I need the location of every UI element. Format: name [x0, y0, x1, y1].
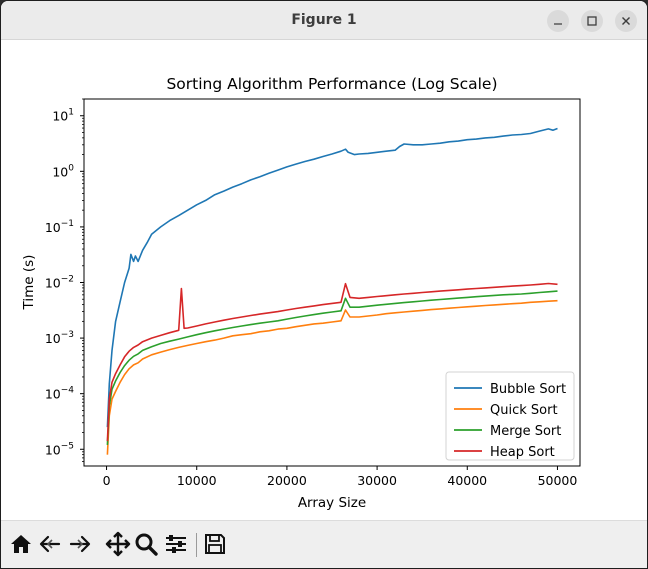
pan-icon	[105, 531, 131, 557]
plot-lines	[106, 127, 558, 455]
close-icon	[622, 17, 630, 25]
configure-icon	[166, 535, 186, 553]
maximize-button[interactable]	[581, 10, 603, 32]
zoom-button[interactable]	[133, 531, 159, 557]
x-tick-label: 30000	[357, 473, 397, 488]
legend-label: Quick Sort	[490, 403, 558, 418]
y-tick-label: 10−5	[45, 441, 74, 457]
y-tick-label: 10−3	[45, 330, 74, 346]
x-axis: 0 10000 20000 30000 40000 50000	[103, 466, 578, 488]
save-icon	[205, 534, 225, 554]
x-axis-label: Array Size	[298, 495, 366, 511]
minimize-icon	[554, 23, 562, 25]
y-tick-label: 10−1	[45, 219, 74, 235]
legend-label: Merge Sort	[490, 424, 561, 439]
y-tick-label: 10−2	[45, 275, 74, 291]
back-button[interactable]	[37, 531, 63, 557]
save-button[interactable]	[202, 531, 228, 557]
y-tick-label: 101	[52, 108, 74, 124]
configure-subplots-button[interactable]	[163, 531, 189, 557]
series-line-0	[106, 127, 558, 428]
series-line-3	[106, 282, 558, 442]
back-icon	[39, 535, 61, 553]
navigation-toolbar	[1, 520, 647, 568]
legend: Bubble Sort Quick Sort Merge Sort Heap Sort	[445, 371, 575, 461]
forward-icon	[69, 535, 91, 553]
toolbar-separator	[196, 533, 197, 557]
y-axis: 10−5 10−4 10−3 10−2 10−1 100 101	[45, 98, 84, 462]
zoom-icon	[135, 533, 158, 556]
chart-title: Sorting Algorithm Performance (Log Scale…	[166, 75, 497, 93]
x-tick-label: 10000	[177, 473, 217, 488]
figure-canvas: Sorting Algorithm Performance (Log Scale…	[1, 40, 647, 520]
forward-button[interactable]	[67, 531, 93, 557]
y-axis-label: Time (s)	[21, 255, 37, 311]
x-tick-label: 20000	[267, 473, 307, 488]
y-tick-label: 10−4	[45, 386, 74, 402]
legend-box	[445, 371, 575, 461]
maximize-icon	[587, 16, 597, 26]
legend-label: Heap Sort	[490, 445, 555, 460]
home-button[interactable]	[8, 531, 34, 557]
pan-button[interactable]	[105, 531, 131, 557]
chart: Sorting Algorithm Performance (Log Scale…	[21, 75, 581, 511]
x-tick-label: 40000	[447, 473, 487, 488]
title-bar: Figure 1	[1, 1, 647, 40]
series-line-1	[106, 299, 558, 455]
y-tick-label: 100	[52, 163, 74, 179]
home-icon	[11, 535, 31, 553]
window-title: Figure 1	[291, 12, 357, 28]
series-line-2	[106, 290, 558, 445]
legend-label: Bubble Sort	[490, 382, 566, 397]
minimize-button[interactable]	[547, 10, 569, 32]
x-tick-label: 0	[103, 473, 111, 488]
x-tick-label: 50000	[538, 473, 578, 488]
close-button[interactable]	[615, 10, 637, 32]
